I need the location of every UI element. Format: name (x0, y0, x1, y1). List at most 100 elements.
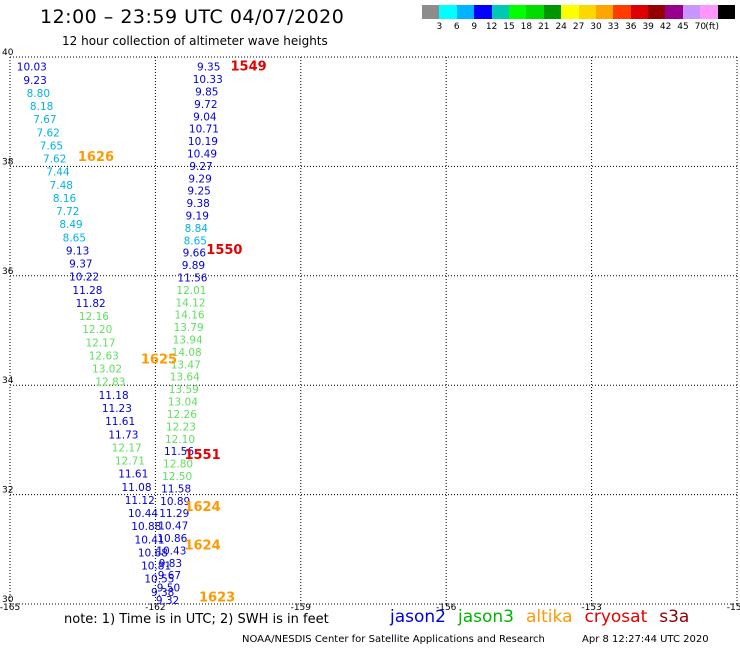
legend-s3a: s3a (659, 607, 690, 627)
jason3-wave-height-label: 13.79 (174, 322, 204, 334)
color-scale-label: 3 (436, 22, 443, 32)
longitude-tick-label: -153 (581, 603, 601, 613)
color-scale-swatch (682, 5, 701, 19)
color-scale-swatch (700, 5, 718, 19)
jason3-wave-height-label: 10.43 (156, 545, 186, 557)
jason2-wave-height-label: 8.16 (53, 193, 77, 205)
longitude-tick-label: -156 (436, 603, 457, 613)
color-scale-swatch (561, 5, 579, 19)
satellite-legend: jason2 jason3 altika cryosat s3a (390, 607, 689, 627)
color-scale-label: 12 (485, 22, 498, 32)
latitude-tick-label: 30 (2, 595, 14, 605)
pass-number-label: 1624 (184, 538, 220, 553)
color-scale-label: 30 (590, 22, 602, 32)
jason3-wave-height-label: 13.94 (173, 335, 203, 347)
color-scale-label: 15 (503, 22, 515, 32)
jason3-wave-height-label: 9.72 (194, 99, 217, 111)
jason3-wave-height-label: 10.86 (157, 533, 187, 545)
color-scale-swatch (526, 5, 544, 19)
color-scale-label: 42 (659, 22, 672, 32)
jason3-wave-height-label: 9.35 (197, 62, 220, 74)
jason3-wave-height-label: 14.12 (175, 297, 205, 309)
jason3-wave-height-label: 9.85 (195, 86, 218, 98)
jason3-wave-height-label: 12.10 (165, 434, 195, 446)
color-scale-label: 36 (625, 22, 637, 32)
pass-number-label: 1626 (78, 150, 114, 165)
color-scale-swatch (578, 5, 596, 19)
color-scale-label: 24 (555, 22, 567, 32)
color-scale-label: 21 (538, 22, 550, 32)
jason3-wave-height-label: 9.25 (187, 186, 210, 198)
jason2-wave-height-label: 11.23 (102, 403, 132, 415)
jason3-wave-height-label: 9.32 (156, 595, 179, 607)
jason3-wave-height-label: 11.56 (177, 273, 207, 285)
color-scale-label: 18 (520, 22, 533, 32)
jason2-wave-height-label: 7.65 (40, 140, 63, 152)
units-note: note: 1) Time is in UTC; 2) SWH is in fe… (64, 612, 329, 627)
jason3-wave-height-label: 12.23 (166, 421, 196, 433)
color-scale-label: 9 (471, 22, 478, 32)
jason2-wave-height-label: 11.61 (105, 416, 135, 428)
jason3-wave-height-label: 12.80 (163, 459, 193, 471)
color-scale-swatch (422, 5, 440, 19)
color-scale-swatch (665, 5, 683, 19)
map-subtitle: 12 hour collection of altimeter wave hei… (62, 34, 328, 48)
jason3-wave-height-label: 13.47 (171, 359, 201, 371)
jason3-wave-height-label: 9.66 (183, 248, 207, 260)
color-scale-label: 6 (453, 22, 460, 32)
jason3-wave-height-label: 12.50 (162, 471, 192, 483)
jason2-wave-height-label: 11.82 (76, 298, 106, 310)
longitude-tick-label: -165 (0, 603, 20, 613)
jason2-wave-height-label: 7.48 (50, 180, 73, 192)
credit-line: NOAA/NESDIS Center for Satellite Applica… (242, 634, 545, 645)
jason3-wave-height-label: 9.19 (186, 211, 209, 223)
jason3-wave-height-label: 8.65 (184, 235, 207, 247)
jason2-wave-height-label: 11.28 (72, 285, 102, 297)
pass-number-label: 1623 (199, 590, 235, 605)
jason3-wave-height-label: 14.08 (172, 347, 202, 359)
color-scale-swatch (456, 5, 475, 19)
jason2-wave-height-label: 8.65 (63, 232, 86, 244)
jason2-wave-height-label: 11.18 (99, 390, 129, 402)
jason2-wave-height-label: 7.72 (56, 206, 79, 218)
jason2-wave-height-label: 11.12 (125, 495, 155, 507)
jason2-wave-height-label: 10.55 (144, 574, 174, 586)
pass-number-label: 1624 (184, 500, 220, 515)
jason2-wave-height-label: 7.62 (43, 154, 66, 166)
jason2-wave-height-label: 10.68 (138, 547, 168, 559)
color-scale-swatch (613, 5, 631, 19)
legend-jason2: jason2 (390, 607, 446, 627)
jason3-wave-height-label: 13.59 (169, 384, 199, 396)
jason3-wave-height-label: 9.89 (182, 260, 205, 272)
jason2-wave-height-label: 10.44 (128, 508, 158, 520)
jason2-wave-height-label: 9.38 (151, 587, 174, 599)
color-scale-swatch (717, 5, 736, 19)
pass-number-label: 1625 (141, 352, 177, 367)
jason2-wave-height-label: 12.63 (89, 350, 119, 362)
legend-jason3: jason3 (458, 607, 514, 627)
jason2-wave-height-label: 8.80 (27, 88, 50, 100)
color-scale-labels: 3 6 9 12 15 18 21 24 27 30 33 36 39 42 45 70 (ft) (422, 22, 740, 34)
jason3-wave-height-label: 13.64 (170, 372, 200, 384)
pass-number-label: 1549 (231, 60, 267, 75)
jason2-wave-height-label: 11.73 (108, 429, 138, 441)
legend-altika: altika (526, 607, 573, 627)
jason2-wave-height-label: 12.71 (115, 456, 145, 468)
jason3-wave-height-label: 10.49 (187, 148, 217, 160)
jason3-wave-height-label: 10.89 (160, 496, 190, 508)
color-scale-swatch (439, 5, 457, 19)
color-scale-swatch (595, 5, 614, 19)
jason2-wave-height-label: 7.44 (46, 167, 70, 179)
jason2-wave-height-label: 11.08 (121, 482, 151, 494)
color-scale-swatch (491, 5, 509, 19)
jason3-wave-height-label: 11.56 (164, 446, 194, 458)
pass-number-label: 1550 (206, 243, 242, 258)
color-scale-label: 33 (607, 22, 620, 32)
jason3-wave-height-label: 9.29 (188, 173, 211, 185)
jason3-wave-height-label: 14.16 (175, 310, 205, 322)
jason3-wave-height-label: 12.26 (167, 409, 197, 421)
latitude-tick-label: 40 (2, 48, 14, 58)
jason2-wave-height-label: 10.22 (69, 272, 99, 284)
